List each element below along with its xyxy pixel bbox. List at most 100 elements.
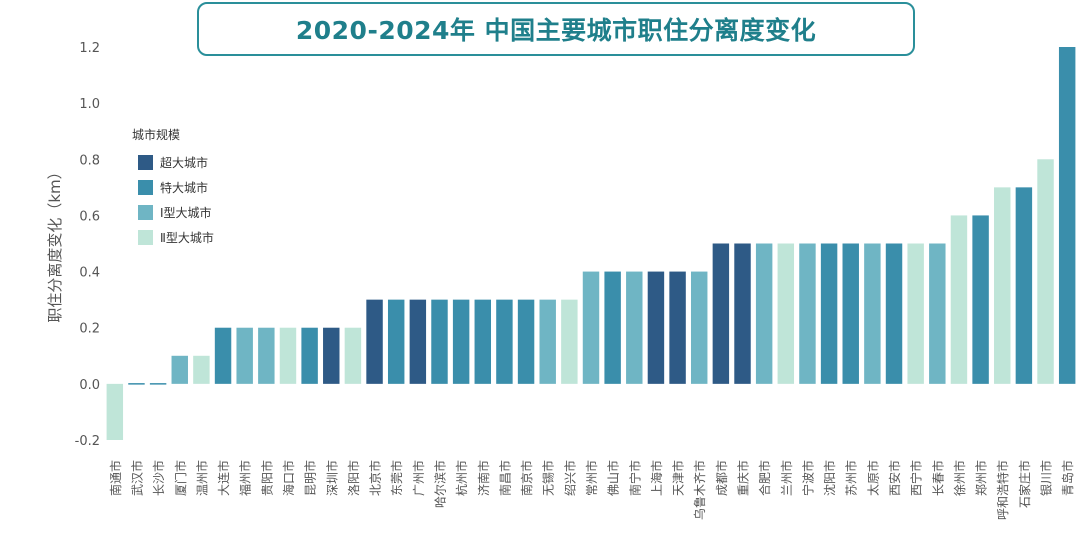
x-tick-label: 大连市 bbox=[216, 460, 231, 496]
x-tick-label: 青岛市 bbox=[1060, 460, 1075, 496]
x-tick-label: 洛阳市 bbox=[346, 460, 361, 496]
x-tick-label: 沈阳市 bbox=[822, 460, 837, 496]
bar bbox=[604, 271, 621, 384]
bar bbox=[1015, 187, 1033, 384]
x-tick-label: 南宁市 bbox=[627, 460, 642, 496]
x-tick-label: 郑州市 bbox=[974, 460, 989, 496]
chart-title-box: 2020-2024年 中国主要城市职住分离度变化 bbox=[197, 2, 915, 56]
legend-title: 城市规模 bbox=[132, 128, 181, 142]
bar bbox=[950, 215, 968, 384]
x-tick-label: 乌鲁木齐市 bbox=[692, 460, 707, 520]
legend-swatch-type2 bbox=[138, 230, 153, 245]
bar bbox=[474, 299, 492, 384]
x-tick-label: 徐州市 bbox=[952, 460, 967, 496]
bar bbox=[193, 355, 210, 384]
bar bbox=[279, 327, 297, 384]
y-axis-label: 职住分离度变化（km） bbox=[46, 164, 64, 322]
y-tick-label: -0.2 bbox=[75, 434, 100, 449]
x-tick-label: 无锡市 bbox=[541, 460, 556, 496]
y-tick-label: 0.0 bbox=[79, 378, 100, 393]
legend-item-mega: 特大城市 bbox=[132, 175, 214, 200]
bar bbox=[972, 215, 989, 384]
x-tick-label: 西宁市 bbox=[909, 460, 924, 496]
x-tick-label: 成都市 bbox=[714, 460, 729, 496]
x-tick-label: 福州市 bbox=[238, 460, 253, 496]
bar bbox=[236, 327, 253, 384]
x-tick-label: 广州市 bbox=[411, 460, 426, 496]
bar bbox=[128, 383, 145, 385]
x-tick-label: 天津市 bbox=[671, 460, 686, 496]
legend-item-type2: Ⅱ型大城市 bbox=[132, 225, 214, 250]
bar bbox=[842, 243, 859, 384]
bar bbox=[626, 271, 643, 384]
bar bbox=[517, 299, 535, 384]
bar bbox=[669, 271, 686, 384]
bar bbox=[539, 299, 556, 384]
bar bbox=[712, 243, 730, 384]
legend-item-type1: Ⅰ型大城市 bbox=[132, 200, 214, 225]
x-tick-label: 苏州市 bbox=[844, 460, 859, 496]
bar bbox=[755, 243, 773, 384]
bar bbox=[1037, 159, 1054, 384]
bar bbox=[994, 187, 1011, 384]
bar bbox=[149, 383, 167, 385]
bar bbox=[323, 327, 340, 384]
bar bbox=[734, 243, 751, 384]
x-tick-label: 海口市 bbox=[281, 460, 296, 496]
x-tick-label: 温州市 bbox=[194, 460, 209, 496]
chart-title: 2020-2024年 中国主要城市职住分离度变化 bbox=[295, 16, 817, 45]
bar bbox=[777, 243, 795, 384]
x-tick-label: 东莞市 bbox=[389, 460, 404, 496]
legend-swatch-type1 bbox=[138, 205, 153, 220]
x-tick-label: 呼和浩特市 bbox=[995, 460, 1010, 520]
x-tick-label: 石家庄市 bbox=[1017, 460, 1032, 508]
legend-label-type2: Ⅱ型大城市 bbox=[160, 231, 214, 245]
legend-label-super: 超大城市 bbox=[160, 156, 209, 170]
bar bbox=[799, 243, 816, 384]
x-tick-label: 南京市 bbox=[519, 460, 534, 496]
x-tick-label: 西安市 bbox=[887, 460, 902, 496]
bar bbox=[690, 271, 708, 384]
x-tick-label: 长沙市 bbox=[151, 460, 166, 496]
x-tick-label: 杭州市 bbox=[454, 460, 469, 496]
x-tick-label: 兰州市 bbox=[779, 460, 794, 496]
bar bbox=[452, 299, 470, 384]
y-tick-label: 0.4 bbox=[79, 266, 100, 281]
bar bbox=[171, 355, 188, 384]
bar bbox=[431, 299, 448, 384]
x-tick-label: 太原市 bbox=[865, 460, 880, 496]
legend-label-mega: 特大城市 bbox=[160, 181, 209, 195]
legend-swatch-super bbox=[138, 155, 153, 170]
x-tick-label: 深圳市 bbox=[324, 460, 339, 496]
y-tick-label: 1.0 bbox=[79, 97, 100, 112]
x-tick-label: 济南市 bbox=[476, 460, 491, 496]
x-tick-label: 银川市 bbox=[1039, 460, 1054, 496]
bar bbox=[496, 299, 513, 384]
bar bbox=[1058, 47, 1076, 384]
y-tick-label: 0.2 bbox=[79, 322, 100, 337]
x-tick-label: 南通市 bbox=[108, 460, 123, 496]
bar bbox=[647, 271, 665, 384]
y-tick-label: 1.2 bbox=[79, 41, 100, 56]
x-tick-label: 昆明市 bbox=[303, 460, 318, 496]
x-tick-label: 宁波市 bbox=[800, 460, 815, 496]
bar bbox=[106, 383, 124, 440]
x-tick-label: 长春市 bbox=[930, 460, 945, 496]
y-tick-label: 0.6 bbox=[79, 209, 100, 224]
x-tick-label: 佛山市 bbox=[606, 460, 621, 496]
x-tick-label: 武汉市 bbox=[129, 460, 144, 496]
legend: 城市规模 超大城市 特大城市 Ⅰ型大城市 Ⅱ型大城市 bbox=[132, 126, 214, 250]
bar bbox=[582, 271, 600, 384]
x-tick-label: 北京市 bbox=[368, 460, 383, 496]
x-tick-label: 合肥市 bbox=[757, 460, 772, 496]
legend-item-super: 超大城市 bbox=[132, 150, 214, 175]
bar bbox=[561, 299, 578, 384]
x-tick-label: 重庆市 bbox=[736, 460, 751, 496]
bar bbox=[258, 327, 275, 384]
bar bbox=[820, 243, 838, 384]
x-tick-label: 上海市 bbox=[649, 460, 664, 496]
bar bbox=[907, 243, 924, 384]
bar bbox=[214, 327, 232, 384]
x-tick-label: 南昌市 bbox=[497, 460, 512, 496]
